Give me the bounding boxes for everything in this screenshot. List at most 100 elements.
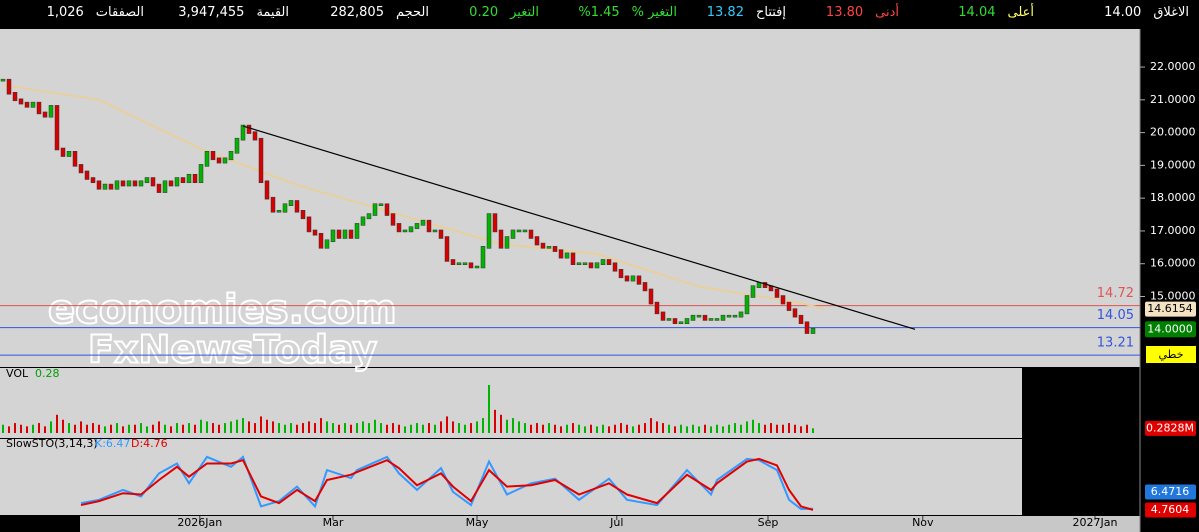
candle bbox=[132, 180, 138, 187]
candle bbox=[780, 295, 786, 305]
candle bbox=[810, 328, 816, 334]
volume-bar bbox=[50, 421, 52, 433]
button[interactable]: خطي bbox=[1159, 348, 1184, 361]
volume-bar bbox=[320, 418, 322, 433]
volume-bar bbox=[806, 424, 808, 433]
candle bbox=[636, 275, 642, 285]
candle bbox=[558, 249, 564, 259]
header-value: 14.00 bbox=[1104, 5, 1142, 20]
candle bbox=[714, 318, 720, 321]
candle bbox=[66, 151, 72, 157]
x-tick-label: Mar bbox=[323, 516, 344, 529]
header-item: أدنى 13.80 bbox=[814, 5, 899, 20]
volume-bar bbox=[332, 423, 334, 433]
volume-bar bbox=[80, 421, 82, 433]
volume-bar bbox=[662, 423, 664, 433]
volume-bar bbox=[722, 426, 724, 433]
candle bbox=[60, 147, 66, 157]
volume-bar bbox=[596, 426, 598, 433]
volume-bar bbox=[14, 423, 16, 433]
y-tick-label: 22.0000 bbox=[1150, 60, 1196, 73]
candle bbox=[360, 216, 366, 226]
candle bbox=[750, 285, 756, 298]
volume-bar bbox=[236, 419, 238, 433]
candle bbox=[774, 288, 780, 298]
candle bbox=[618, 269, 624, 279]
header-value: 282,805 bbox=[330, 5, 384, 20]
volume-bar bbox=[764, 424, 766, 433]
candle bbox=[294, 200, 300, 213]
candle bbox=[612, 262, 618, 272]
candle bbox=[474, 265, 480, 269]
candle bbox=[528, 229, 534, 239]
volume-bar bbox=[116, 423, 118, 433]
x-tick-label: 2026Jan bbox=[177, 516, 222, 529]
volume-bar bbox=[296, 424, 298, 433]
stoch-panel bbox=[0, 439, 1022, 515]
x-tick-label: Jul bbox=[609, 516, 623, 529]
volume-bar bbox=[146, 426, 148, 433]
header-label: التغير % bbox=[631, 5, 677, 20]
volume-bar bbox=[242, 418, 244, 433]
volume-bar bbox=[140, 423, 142, 433]
candle bbox=[480, 246, 486, 269]
volume-bar bbox=[632, 426, 634, 433]
candle bbox=[522, 229, 528, 233]
candle bbox=[540, 242, 546, 249]
candle bbox=[546, 246, 552, 249]
volume-bar bbox=[614, 424, 616, 433]
candle bbox=[702, 314, 708, 321]
x-axis-strip bbox=[80, 516, 1140, 532]
candle bbox=[306, 216, 312, 233]
volume-bar bbox=[164, 424, 166, 433]
volume-bar bbox=[482, 418, 484, 433]
candle bbox=[624, 275, 630, 282]
trendline bbox=[242, 125, 916, 330]
candle bbox=[726, 314, 732, 318]
candle bbox=[486, 213, 492, 249]
legend-entry: K:6.47 bbox=[95, 437, 130, 450]
volume-bar bbox=[680, 424, 682, 433]
y-tick-label: 15.0000 bbox=[1150, 290, 1196, 303]
header-value: 14.04 bbox=[958, 5, 996, 20]
candle bbox=[234, 137, 240, 154]
candle bbox=[174, 177, 180, 187]
price-marker-box bbox=[1145, 321, 1196, 338]
candle bbox=[96, 180, 102, 190]
candle bbox=[390, 213, 396, 226]
volume-bar bbox=[86, 424, 88, 433]
header-label: الاغلاق bbox=[1153, 5, 1189, 20]
header-value: 1,026 bbox=[46, 5, 84, 20]
candle bbox=[660, 311, 666, 321]
candle bbox=[564, 252, 570, 259]
header-value: 3,947,455 bbox=[178, 5, 245, 20]
candle bbox=[204, 151, 210, 167]
volume-bar bbox=[188, 423, 190, 433]
volume-bar bbox=[488, 384, 490, 433]
volume-bar bbox=[584, 426, 586, 433]
header-item: الاغلاق 14.00 bbox=[1092, 5, 1189, 20]
level-label: 14.05 bbox=[1097, 308, 1134, 323]
button-box[interactable] bbox=[1146, 346, 1196, 363]
candle bbox=[162, 180, 168, 193]
volume-bar bbox=[800, 426, 802, 433]
candle bbox=[180, 177, 186, 184]
header-item: إفتتاح 13.82 bbox=[695, 5, 786, 20]
candle bbox=[372, 203, 378, 216]
volume-bar bbox=[266, 419, 268, 433]
volume-bar bbox=[182, 424, 184, 433]
volume-bar bbox=[506, 419, 508, 433]
y-tick-label: 18.0000 bbox=[1150, 191, 1196, 204]
candle bbox=[576, 262, 582, 265]
candle bbox=[246, 124, 252, 134]
volume-bar bbox=[212, 423, 214, 433]
header-value: 1.45% bbox=[578, 5, 620, 20]
volume-bar bbox=[746, 421, 748, 433]
header-label: القيمة bbox=[256, 5, 289, 20]
volume-bar bbox=[272, 421, 274, 433]
volume-bar bbox=[434, 424, 436, 433]
candle bbox=[648, 288, 654, 305]
volume-bar bbox=[704, 424, 706, 433]
volume-bar bbox=[788, 423, 790, 433]
